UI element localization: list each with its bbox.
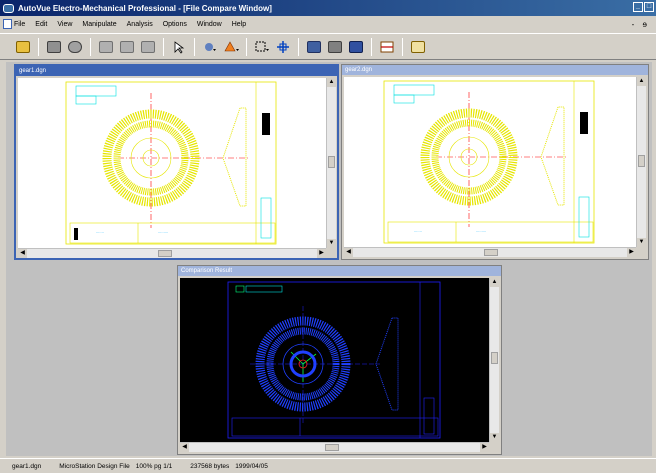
print-icon[interactable] [45, 38, 63, 56]
menu-edit[interactable]: Edit [35, 21, 48, 28]
status-file-date: 1999/04/05 [235, 462, 268, 470]
toolbar-separator [298, 37, 299, 56]
toolbar-separator [90, 37, 91, 56]
mdi-client-area: gear1.dgn ....... ......... ▲ ▼ [6, 62, 652, 456]
page-overlay-icon[interactable] [118, 38, 136, 56]
comparison-canvas[interactable] [180, 278, 489, 442]
menu-analysis[interactable]: Analysis [126, 21, 153, 28]
drawing-canvas[interactable]: ....... ......... [344, 77, 636, 247]
minimize-button[interactable]: _ [633, 2, 643, 12]
app-icon [3, 3, 14, 13]
svg-text:.......: ....... [414, 229, 422, 233]
scroll-up-arrow[interactable]: ▲ [490, 278, 499, 287]
toolbar-separator [371, 37, 372, 56]
menu-manipulate[interactable]: Manipulate [82, 21, 117, 28]
comparison-result-window[interactable]: Comparison Result ▲ ▼ ◀ [177, 265, 502, 455]
zoom-window-icon[interactable] [253, 38, 271, 56]
color-icon[interactable] [222, 38, 240, 56]
scroll-right-arrow[interactable]: ▶ [480, 443, 489, 452]
page-next-icon[interactable] [139, 38, 157, 56]
scroll-thumb[interactable] [158, 250, 172, 257]
menu-window[interactable]: Window [196, 21, 222, 28]
document-icon[interactable] [3, 19, 12, 29]
scroll-thumb[interactable] [325, 444, 339, 451]
scroll-down-arrow[interactable]: ▼ [490, 433, 499, 442]
status-file-size: 237568 bytes [190, 462, 230, 470]
scroll-up-arrow[interactable]: ▲ [637, 77, 646, 86]
svg-text:.......: ....... [96, 230, 104, 234]
drawing-canvas[interactable]: ....... ......... [18, 78, 326, 248]
toolbar-separator [194, 37, 195, 56]
window-title: gear2.dgn [342, 65, 648, 75]
mdi-controls[interactable]: - ɘ [631, 20, 650, 29]
scroll-thumb[interactable] [484, 249, 498, 256]
scroll-thumb[interactable] [638, 155, 645, 167]
status-zoom-page: 100% pg 1/1 [135, 462, 173, 470]
open-icon[interactable] [14, 38, 32, 56]
document-window-gear1[interactable]: gear1.dgn ....... ......... ▲ ▼ [14, 64, 339, 260]
scroll-thumb[interactable] [491, 352, 498, 364]
toolbar-separator [402, 37, 403, 56]
vertical-scrollbar[interactable]: ▲ ▼ [636, 77, 646, 247]
status-file-name: gear1.dgn [12, 462, 42, 470]
scroll-right-arrow[interactable]: ▶ [317, 249, 326, 258]
svg-text:.........: ......... [158, 230, 168, 234]
horizontal-scrollbar[interactable]: ◀ ▶ [18, 248, 326, 258]
layers-icon[interactable] [305, 38, 323, 56]
print-preview-icon[interactable] [66, 38, 84, 56]
vertical-scrollbar[interactable]: ▲ ▼ [489, 278, 499, 442]
horizontal-scrollbar[interactable]: ◀ ▶ [344, 247, 636, 257]
svg-text:.........: ......... [476, 229, 486, 233]
menu-bar: File Edit View Manipulate Analysis Optio… [0, 16, 656, 33]
toolbar-separator [163, 37, 164, 56]
convert-icon[interactable] [326, 38, 344, 56]
app-title: AutoVue Electro-Mechanical Professional … [18, 3, 272, 13]
document-window-gear2[interactable]: gear2.dgn ....... ......... ▲ ▼ [341, 64, 649, 260]
menu-file[interactable]: File [14, 21, 26, 28]
window-title: Comparison Result [178, 266, 501, 276]
status-file-format: MicroStation Design File [59, 462, 130, 470]
page-prev-icon[interactable] [97, 38, 115, 56]
window-controls: _ □ [633, 2, 654, 12]
menu-options[interactable]: Options [162, 21, 187, 28]
horizontal-scrollbar[interactable]: ◀ ▶ [180, 442, 489, 452]
measure-icon[interactable] [378, 38, 396, 56]
scroll-down-arrow[interactable]: ▼ [637, 238, 646, 247]
select-icon[interactable] [170, 38, 188, 56]
maximize-button[interactable]: □ [644, 2, 654, 12]
fit-icon[interactable] [274, 38, 292, 56]
scroll-left-arrow[interactable]: ◀ [180, 443, 189, 452]
toolbar-separator [38, 37, 39, 56]
save-icon[interactable] [347, 38, 365, 56]
scroll-left-arrow[interactable]: ◀ [18, 249, 27, 258]
markup-icon[interactable] [201, 38, 219, 56]
scroll-left-arrow[interactable]: ◀ [344, 248, 353, 257]
scroll-up-arrow[interactable]: ▲ [327, 78, 336, 87]
app-title-bar: AutoVue Electro-Mechanical Professional … [0, 0, 656, 16]
vertical-scrollbar[interactable]: ▲ ▼ [326, 78, 336, 248]
menu-help[interactable]: Help [231, 21, 247, 28]
toolbar-separator [246, 37, 247, 56]
menu-view[interactable]: View [57, 21, 73, 28]
scroll-down-arrow[interactable]: ▼ [327, 239, 336, 248]
status-bar: gear1.dgn MicroStation Design File 100% … [0, 458, 656, 473]
info-icon[interactable] [409, 38, 427, 56]
scroll-right-arrow[interactable]: ▶ [627, 248, 636, 257]
window-title: gear1.dgn [16, 66, 337, 76]
scroll-thumb[interactable] [328, 156, 335, 168]
toolbar [0, 33, 656, 60]
